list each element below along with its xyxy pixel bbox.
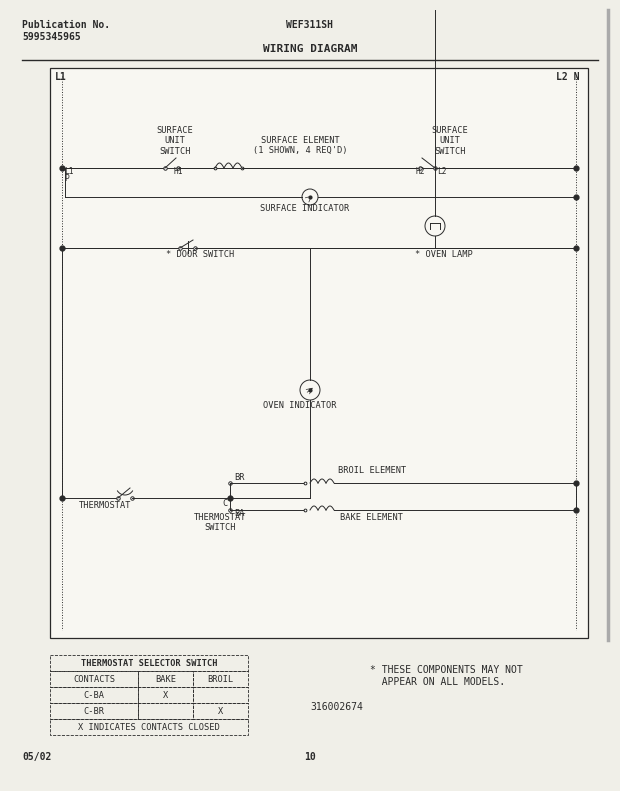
Bar <box>138 687 193 703</box>
Text: * OVEN LAMP: * OVEN LAMP <box>415 250 472 259</box>
Text: WEF311SH: WEF311SH <box>286 20 334 30</box>
Text: SURFACE
UNIT
SWITCH: SURFACE UNIT SWITCH <box>157 126 193 156</box>
Text: X: X <box>218 706 223 716</box>
Text: THERMOSTAT SELECTOR SWITCH: THERMOSTAT SELECTOR SWITCH <box>81 658 217 668</box>
Text: 10: 10 <box>304 752 316 762</box>
Text: SURFACE INDICATOR: SURFACE INDICATOR <box>260 204 350 213</box>
Text: P: P <box>64 174 69 183</box>
Text: L1: L1 <box>55 72 67 82</box>
Bar <box>193 703 248 719</box>
Text: BR: BR <box>234 473 244 482</box>
Text: Publication No.: Publication No. <box>22 20 110 30</box>
Text: L2: L2 <box>437 167 446 176</box>
Bar <box>193 671 248 687</box>
Text: CONTACTS: CONTACTS <box>73 675 115 683</box>
FancyBboxPatch shape <box>50 68 588 638</box>
Text: 316002674: 316002674 <box>310 702 363 712</box>
Text: H2: H2 <box>416 167 425 176</box>
Bar <box>50 655 248 671</box>
Bar <box>50 703 138 719</box>
Text: BROIL ELEMENT: BROIL ELEMENT <box>338 466 406 475</box>
Text: 5995345965: 5995345965 <box>22 32 81 42</box>
Text: SURFACE ELEMENT
(1 SHOWN, 4 REQ'D): SURFACE ELEMENT (1 SHOWN, 4 REQ'D) <box>253 136 347 155</box>
Bar <box>138 703 193 719</box>
Text: X INDICATES CONTACTS CLOSED: X INDICATES CONTACTS CLOSED <box>78 722 220 732</box>
Text: OVEN INDICATOR: OVEN INDICATOR <box>264 401 337 410</box>
Bar <box>50 719 248 735</box>
Bar <box>193 687 248 703</box>
Text: 05/02: 05/02 <box>22 752 51 762</box>
Bar <box>50 671 138 687</box>
Text: BROIL: BROIL <box>207 675 234 683</box>
Text: C: C <box>222 499 228 508</box>
Text: X: X <box>163 691 168 699</box>
Text: BA: BA <box>234 509 244 518</box>
Text: BAKE ELEMENT: BAKE ELEMENT <box>340 513 404 522</box>
Text: C-BA: C-BA <box>84 691 105 699</box>
Text: WIRING DIAGRAM: WIRING DIAGRAM <box>263 44 357 54</box>
Text: * THESE COMPONENTS MAY NOT: * THESE COMPONENTS MAY NOT <box>370 665 523 675</box>
Bar <box>50 687 138 703</box>
Text: C-BR: C-BR <box>84 706 105 716</box>
Text: APPEAR ON ALL MODELS.: APPEAR ON ALL MODELS. <box>370 677 505 687</box>
Text: L1: L1 <box>64 167 74 176</box>
Text: * DOOR SWITCH: * DOOR SWITCH <box>166 250 234 259</box>
Text: H1: H1 <box>174 167 184 176</box>
Text: L2 N: L2 N <box>556 72 580 82</box>
Text: THERMOSTAT
SWITCH: THERMOSTAT SWITCH <box>193 513 246 532</box>
Bar <box>138 671 193 687</box>
Text: THERMOSTAT: THERMOSTAT <box>79 501 131 510</box>
Text: SURFACE
UNIT
SWITCH: SURFACE UNIT SWITCH <box>432 126 468 156</box>
Text: BAKE: BAKE <box>155 675 176 683</box>
